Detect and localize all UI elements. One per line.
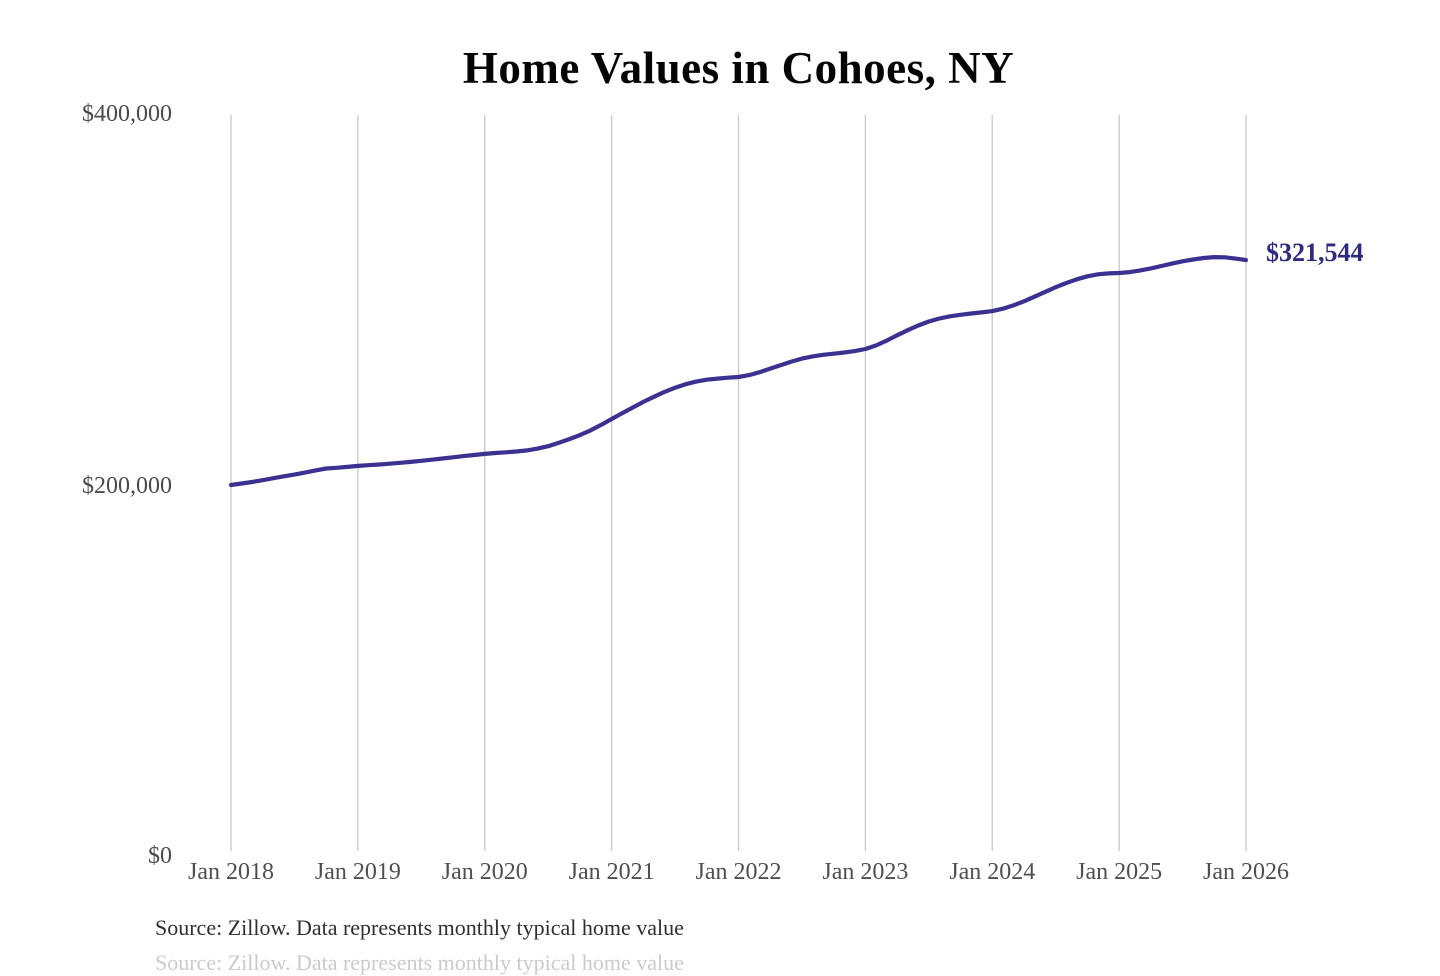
vertical-gridlines [230, 115, 1247, 851]
x-tick-label-jan-2020: Jan 2020 [441, 859, 528, 885]
x-tick-label-jan-2024: Jan 2024 [949, 859, 1036, 885]
chart-title: Home Values in Cohoes, NY [462, 43, 1015, 93]
y-tick-label-400k: $400,000 [82, 101, 172, 127]
x-tick-label-jan-2026: Jan 2026 [1203, 859, 1289, 885]
home-value-line [228, 255, 1249, 488]
clipped-bottom-text: Source: Zillow. Data represents monthly … [155, 950, 684, 975]
x-tick-label-jan-2023: Jan 2023 [822, 859, 909, 885]
x-tick-label-jan-2025: Jan 2025 [1076, 859, 1163, 885]
x-tick-label-jan-2018: Jan 2018 [188, 859, 274, 885]
end-value-label: $321,544 [1266, 238, 1364, 267]
x-tick-label-jan-2019: Jan 2019 [314, 859, 401, 885]
source-note: Source: Zillow. Data represents monthly … [155, 915, 684, 940]
y-tick-label-200k: $200,000 [82, 473, 172, 499]
x-tick-label-jan-2021: Jan 2021 [568, 859, 655, 885]
x-tick-label-jan-2022: Jan 2022 [695, 859, 782, 885]
y-tick-label-0: $0 [148, 843, 172, 869]
